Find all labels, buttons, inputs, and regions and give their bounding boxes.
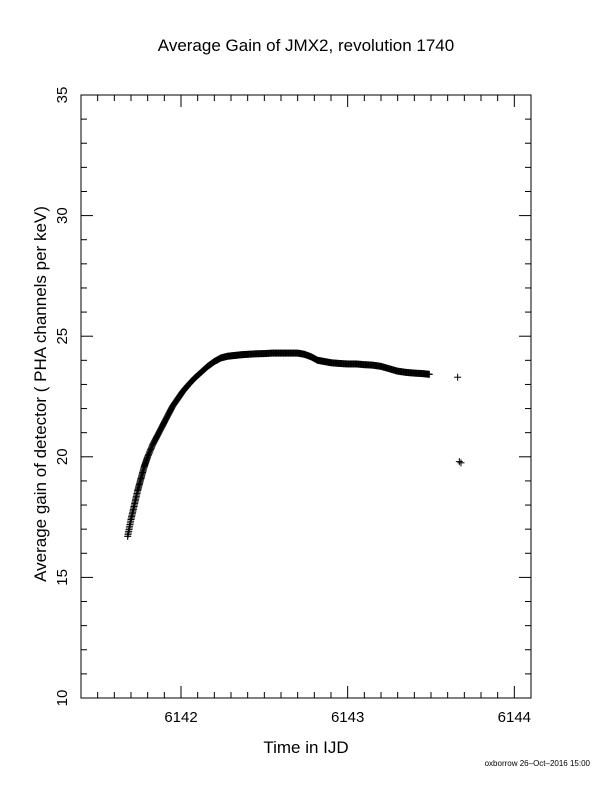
credit-footer: oxborrow 26–Oct–2016 15:00 <box>484 759 590 768</box>
x-tick-label: 6142 <box>164 709 197 726</box>
y-tick-label: 15 <box>54 569 71 586</box>
data-point <box>455 458 463 466</box>
data-points <box>124 349 465 540</box>
y-tick-label: 20 <box>54 448 71 465</box>
data-point <box>425 370 433 378</box>
axis-ticks <box>80 94 532 699</box>
axis-tick-labels: 10 15 20 25 30 35 6142 6143 6144 <box>54 87 531 726</box>
y-tick-label: 35 <box>54 87 71 104</box>
chart-title: Average Gain of JMX2, revolution 1740 <box>157 36 455 55</box>
y-tick-label: 30 <box>54 207 71 224</box>
x-axis-label: Time in IJD <box>263 738 349 757</box>
x-tick-label: 6143 <box>331 709 364 726</box>
x-tick-label: 6144 <box>498 709 531 726</box>
data-point <box>457 459 465 467</box>
y-tick-label: 25 <box>54 328 71 345</box>
y-tick-label: 10 <box>54 690 71 707</box>
data-point <box>454 373 462 381</box>
plot-frame <box>80 94 532 699</box>
